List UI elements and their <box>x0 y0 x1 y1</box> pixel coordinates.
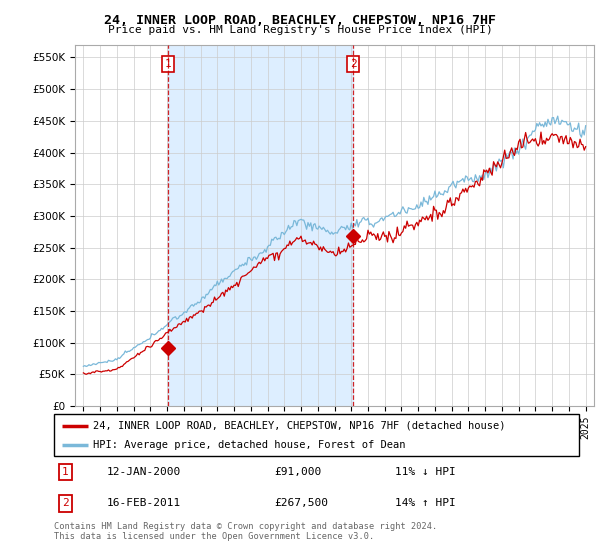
Text: 1: 1 <box>164 59 171 69</box>
Text: 16-FEB-2011: 16-FEB-2011 <box>107 498 181 508</box>
Text: 2: 2 <box>62 498 68 508</box>
Text: HPI: Average price, detached house, Forest of Dean: HPI: Average price, detached house, Fore… <box>94 440 406 450</box>
Text: Price paid vs. HM Land Registry's House Price Index (HPI): Price paid vs. HM Land Registry's House … <box>107 25 493 35</box>
Text: £267,500: £267,500 <box>275 498 329 508</box>
Text: £91,000: £91,000 <box>275 467 322 477</box>
Text: 14% ↑ HPI: 14% ↑ HPI <box>395 498 456 508</box>
Text: 1: 1 <box>62 467 68 477</box>
Text: 24, INNER LOOP ROAD, BEACHLEY, CHEPSTOW, NP16 7HF: 24, INNER LOOP ROAD, BEACHLEY, CHEPSTOW,… <box>104 14 496 27</box>
Text: Contains HM Land Registry data © Crown copyright and database right 2024.
This d: Contains HM Land Registry data © Crown c… <box>54 522 437 542</box>
Text: 24, INNER LOOP ROAD, BEACHLEY, CHEPSTOW, NP16 7HF (detached house): 24, INNER LOOP ROAD, BEACHLEY, CHEPSTOW,… <box>94 421 506 431</box>
Bar <box>168 45 353 406</box>
Text: 11% ↓ HPI: 11% ↓ HPI <box>395 467 456 477</box>
Text: 2: 2 <box>350 59 356 69</box>
Text: 12-JAN-2000: 12-JAN-2000 <box>107 467 181 477</box>
